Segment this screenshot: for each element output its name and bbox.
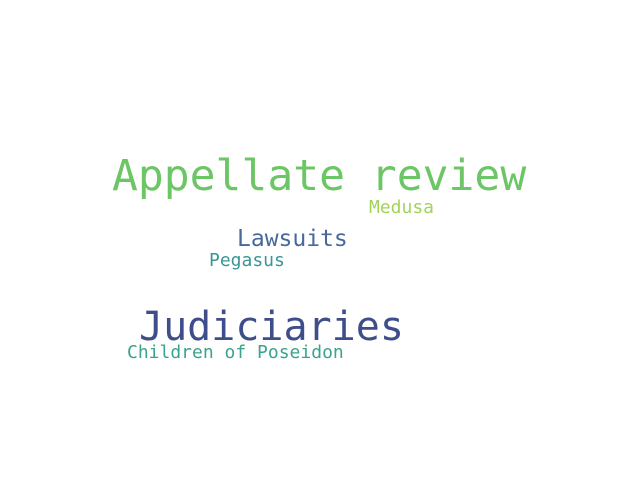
word-children-of-poseidon: Children of Poseidon <box>127 342 344 363</box>
word-appellate-review: Appellate review <box>112 151 527 201</box>
word-pegasus: Pegasus <box>209 250 285 271</box>
word-medusa: Medusa <box>369 197 435 218</box>
word-lawsuits: Lawsuits <box>237 226 348 252</box>
word-judiciaries: Judiciaries <box>139 304 404 350</box>
